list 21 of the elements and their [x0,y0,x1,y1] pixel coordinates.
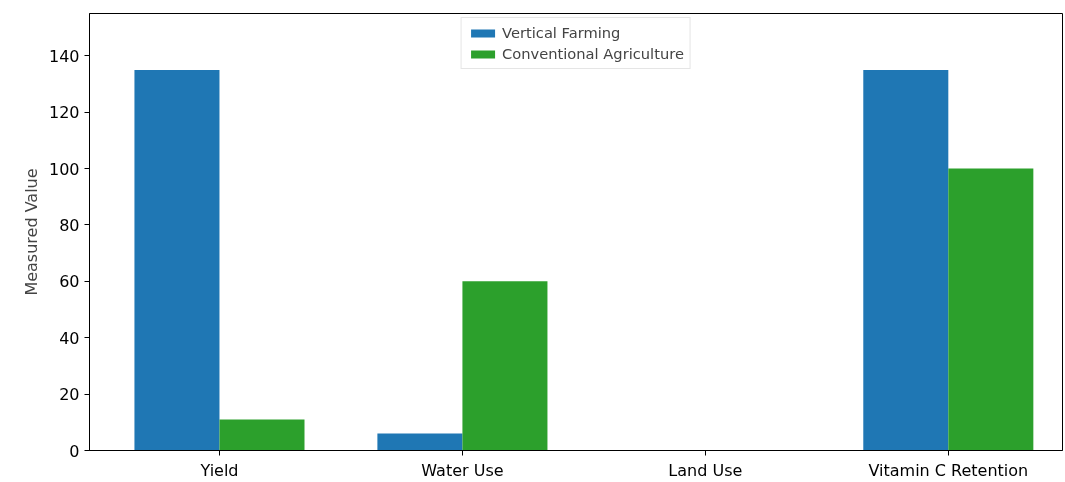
bar [462,281,548,451]
x-tick-label: Water Use [421,460,504,480]
y-tick-label: 80 [59,215,80,235]
legend-label: Vertical Farming [502,24,621,41]
y-tick-label: 40 [59,328,80,348]
bar [219,419,305,451]
x-tick-label: Vitamin C Retention [868,460,1029,480]
y-tick-label: 20 [59,385,80,405]
y-tick-label: 140 [48,46,80,66]
bar [863,69,949,451]
y-tick-label: 60 [59,272,80,292]
y-tick-label: 120 [48,103,80,123]
x-tick-label: Yield [199,460,239,480]
x-tick-label: Land Use [668,460,743,480]
legend-label: Conventional Agriculture [502,45,684,62]
bar [377,433,463,451]
y-tick-label: 100 [48,159,80,179]
y-axis-title: Measured Value [21,168,41,296]
bar [948,168,1034,451]
bar [134,69,220,451]
y-tick-label: 0 [69,441,80,461]
